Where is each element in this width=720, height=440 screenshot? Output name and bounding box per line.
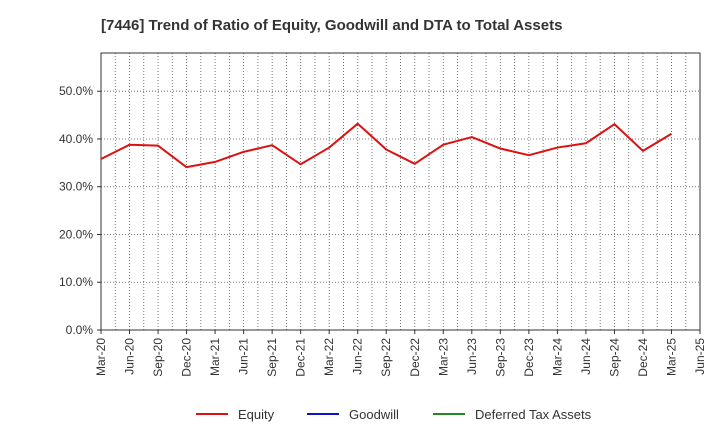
x-tick-label: Sep-20 [151, 338, 165, 377]
legend-label: Equity [238, 407, 275, 422]
series-layer [100, 122, 672, 169]
x-tick-label: Jun-25 [693, 338, 707, 375]
legend-label: Goodwill [349, 407, 399, 422]
x-tick-label: Dec-24 [636, 338, 650, 377]
y-tick-label: 50.0% [59, 84, 93, 98]
y-tick-label: 10.0% [59, 275, 93, 289]
x-tick-label: Jun-20 [123, 338, 137, 375]
x-tick-label: Sep-24 [607, 338, 621, 377]
x-tick-label: Mar-24 [550, 338, 564, 376]
x-tick-label: Mar-23 [436, 338, 450, 376]
series-line-equity [100, 122, 672, 169]
x-tick-label: Dec-20 [180, 338, 194, 377]
grid [101, 53, 700, 330]
x-tick-label: Mar-22 [322, 338, 336, 376]
x-axis: Mar-20 Jun-20 Sep-20 Dec-20 Mar-21 Jun-21 Sep-… [94, 330, 707, 377]
x-tick-label: Mar-20 [94, 338, 108, 376]
x-tick-label: Mar-21 [208, 338, 222, 376]
x-tick-label: Jun-22 [351, 338, 365, 375]
legend: Equity Goodwill Deferred Tax Assets [196, 407, 592, 422]
x-tick-label: Jun-23 [465, 338, 479, 375]
x-tick-label: Sep-23 [493, 338, 507, 377]
x-tick-label: Dec-23 [522, 338, 536, 377]
x-tick-label: Mar-25 [664, 338, 678, 376]
y-tick-label: 40.0% [59, 132, 93, 146]
y-tick-label: 30.0% [59, 180, 93, 194]
x-tick-label: Dec-22 [408, 338, 422, 377]
x-tick-label: Sep-21 [265, 338, 279, 377]
chart-title: [7446] Trend of Ratio of Equity, Goodwil… [101, 17, 562, 34]
y-axis: 0.0% 10.0% 20.0% 30.0% 40.0% 50.0% [59, 84, 101, 337]
x-tick-label: Sep-22 [379, 338, 393, 377]
y-tick-label: 0.0% [66, 323, 94, 337]
plot-frame [100, 52, 701, 331]
legend-label: Deferred Tax Assets [475, 407, 592, 422]
y-tick-label: 20.0% [59, 227, 93, 241]
x-tick-label: Jun-24 [579, 338, 593, 375]
x-tick-label: Jun-21 [237, 338, 251, 375]
x-tick-label: Dec-21 [294, 338, 308, 377]
